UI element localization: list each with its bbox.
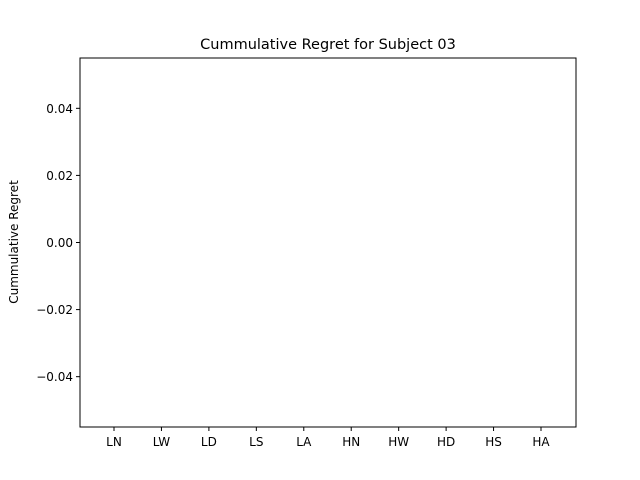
y-tick-label: −0.02 (36, 303, 73, 317)
y-tick-label: −0.04 (36, 370, 73, 384)
x-tick-label-ld: LD (201, 435, 217, 449)
x-tick-label-hn: HN (342, 435, 360, 449)
y-axis-label: Cummulative Regret (7, 180, 21, 304)
y-tick-label: 0.02 (46, 169, 73, 183)
x-tick-label-ha: HA (532, 435, 550, 449)
x-tick-label-ls: LS (249, 435, 263, 449)
chart-title: Cummulative Regret for Subject 03 (200, 37, 456, 53)
y-ticks-group: −0.04 −0.02 0.00 0.02 0.04 (36, 102, 80, 384)
x-tick-label-hw: HW (388, 435, 409, 449)
x-tick-label-hs: HS (485, 435, 502, 449)
x-tick-label-ln: LN (106, 435, 122, 449)
y-tick-label: 0.00 (46, 236, 73, 250)
plot-area-frame (79, 57, 577, 428)
x-tick-label-la: LA (296, 435, 312, 449)
y-tick-label: 0.04 (46, 102, 73, 116)
x-tick-label-lw: LW (153, 435, 171, 449)
x-tick-label-hd: HD (437, 435, 455, 449)
x-ticks-group: LN LW LD LS LA HN HW HD HS HA (106, 427, 550, 449)
